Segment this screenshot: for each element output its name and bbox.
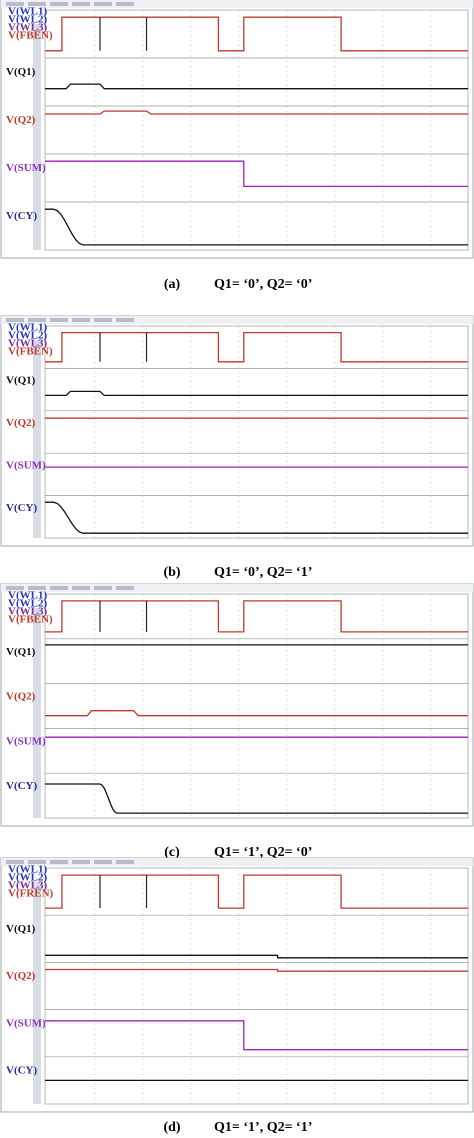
toolbar-icon bbox=[72, 860, 90, 864]
toolbar-icon bbox=[6, 860, 24, 864]
toolbar-icon bbox=[28, 2, 46, 6]
signal-label: V(SUM) bbox=[6, 735, 46, 747]
toolbar-icon bbox=[94, 860, 112, 864]
toolbar-icon bbox=[6, 2, 24, 6]
waveform bbox=[45, 160, 468, 188]
toolbar-icon bbox=[28, 860, 46, 864]
waveform bbox=[45, 110, 468, 115]
signal-label: V(WL3) bbox=[8, 22, 47, 34]
waveform bbox=[45, 968, 468, 972]
toolbar-icon bbox=[72, 318, 90, 322]
caption-label: (d) bbox=[163, 1120, 180, 1135]
signal-label: V(WL1) bbox=[8, 6, 47, 18]
toolbar-icon bbox=[116, 318, 134, 322]
signal-label: V(WL2) bbox=[8, 598, 47, 610]
toolbar-icon bbox=[50, 586, 68, 590]
signal-label: V(Q2) bbox=[6, 114, 36, 126]
signal-label: V(WL1) bbox=[8, 322, 47, 334]
waveform bbox=[45, 390, 468, 397]
signal-label: V(Q1) bbox=[6, 923, 36, 935]
toolbar bbox=[1, 858, 473, 866]
waveform bbox=[45, 710, 468, 717]
toolbar-icon bbox=[94, 2, 112, 6]
signal-label: V(Q1) bbox=[6, 375, 36, 387]
toolbar-icon bbox=[72, 2, 90, 6]
waveform bbox=[45, 783, 468, 814]
toolbar bbox=[1, 584, 473, 592]
toolbar-icon bbox=[28, 318, 46, 322]
wl-pulse bbox=[45, 874, 468, 909]
signal-label: V(CY) bbox=[6, 780, 37, 792]
signal-label: V(FREN) bbox=[8, 888, 54, 900]
signal-label: V(CY) bbox=[6, 1064, 37, 1076]
signal-label: V(SUM) bbox=[6, 1017, 46, 1029]
signal-label: V(SUM) bbox=[6, 162, 46, 174]
caption-text: Q1= ‘0’, Q2= ‘1’ bbox=[214, 565, 312, 580]
signal-label: V(WL3) bbox=[8, 338, 47, 350]
toolbar-icon bbox=[72, 586, 90, 590]
signal-label: V(Q1) bbox=[6, 646, 36, 658]
toolbar-icon bbox=[50, 318, 68, 322]
waveform-panel: V(WL1)V(WL2)V(WL3)V(FBEN) V(Q1) V(Q2) V(SUM… bbox=[0, 0, 474, 259]
signal-label: V(CY) bbox=[6, 210, 37, 222]
waveform bbox=[45, 1020, 468, 1051]
waveform bbox=[45, 83, 468, 90]
plot-area bbox=[44, 325, 469, 539]
plot-area bbox=[44, 867, 469, 1105]
signal-label: V(FBEN) bbox=[8, 614, 53, 626]
caption-label: (c) bbox=[164, 845, 180, 860]
signal-label: V(WL1) bbox=[8, 864, 47, 876]
waveform-panel: V(WL1)V(WL2)V(WL3)V(FBEN) V(Q1) V(Q2) V(SUM… bbox=[0, 583, 474, 827]
waveform-panel: V(WL1)V(WL2)V(WL3)V(FREN) V(Q1) V(Q2) V(SUM… bbox=[0, 857, 474, 1113]
waveform bbox=[45, 208, 468, 246]
signal-label: V(CY) bbox=[6, 502, 37, 514]
signal-label: V(FBEN) bbox=[8, 30, 53, 42]
waveform bbox=[45, 954, 468, 959]
toolbar-icon bbox=[116, 860, 134, 864]
signal-label: V(WL3) bbox=[8, 606, 47, 618]
signal-label: V(FBEN) bbox=[8, 346, 53, 358]
axis-strip bbox=[33, 24, 41, 250]
waveform bbox=[45, 501, 468, 534]
signal-label: V(WL2) bbox=[8, 872, 47, 884]
caption-label: (a) bbox=[164, 277, 181, 292]
toolbar-icon bbox=[6, 586, 24, 590]
caption-text: Q1= ‘1’, Q2= ‘1’ bbox=[214, 1120, 312, 1135]
axis-strip bbox=[33, 340, 41, 538]
plot-area bbox=[44, 593, 469, 819]
signal-label: V(WL1) bbox=[8, 590, 47, 602]
toolbar-icon bbox=[50, 2, 68, 6]
signal-label: V(Q2) bbox=[6, 417, 36, 429]
wl-pulse bbox=[45, 331, 468, 363]
toolbar-icon bbox=[6, 318, 24, 322]
plot-area bbox=[44, 9, 469, 251]
axis-strip bbox=[33, 608, 41, 818]
caption-text: Q1= ‘1’, Q2= ‘0’ bbox=[214, 845, 312, 860]
toolbar-icon bbox=[116, 2, 134, 6]
signal-label: V(Q2) bbox=[6, 970, 36, 982]
signal-label: V(WL2) bbox=[8, 330, 47, 342]
toolbar bbox=[1, 0, 473, 8]
signal-label: V(WL3) bbox=[8, 880, 47, 892]
toolbar-icon bbox=[94, 586, 112, 590]
caption-label: (b) bbox=[163, 565, 180, 580]
toolbar-icon bbox=[94, 318, 112, 322]
waveform-panel: V(WL1)V(WL2)V(WL3)V(FBEN) V(Q1) V(Q2) V(SUM… bbox=[0, 315, 474, 547]
caption-text: Q1= ‘0’, Q2= ‘0’ bbox=[214, 277, 312, 292]
wl-pulse bbox=[45, 600, 468, 633]
signal-label: V(Q2) bbox=[6, 691, 36, 703]
axis-strip bbox=[33, 882, 41, 1104]
toolbar-icon bbox=[50, 860, 68, 864]
toolbar-icon bbox=[28, 586, 46, 590]
signal-label: V(Q1) bbox=[6, 66, 36, 78]
signal-label: V(WL2) bbox=[8, 14, 47, 26]
toolbar bbox=[1, 316, 473, 324]
signal-label: V(SUM) bbox=[6, 459, 46, 471]
toolbar-icon bbox=[116, 586, 134, 590]
wl-pulse bbox=[45, 16, 468, 52]
